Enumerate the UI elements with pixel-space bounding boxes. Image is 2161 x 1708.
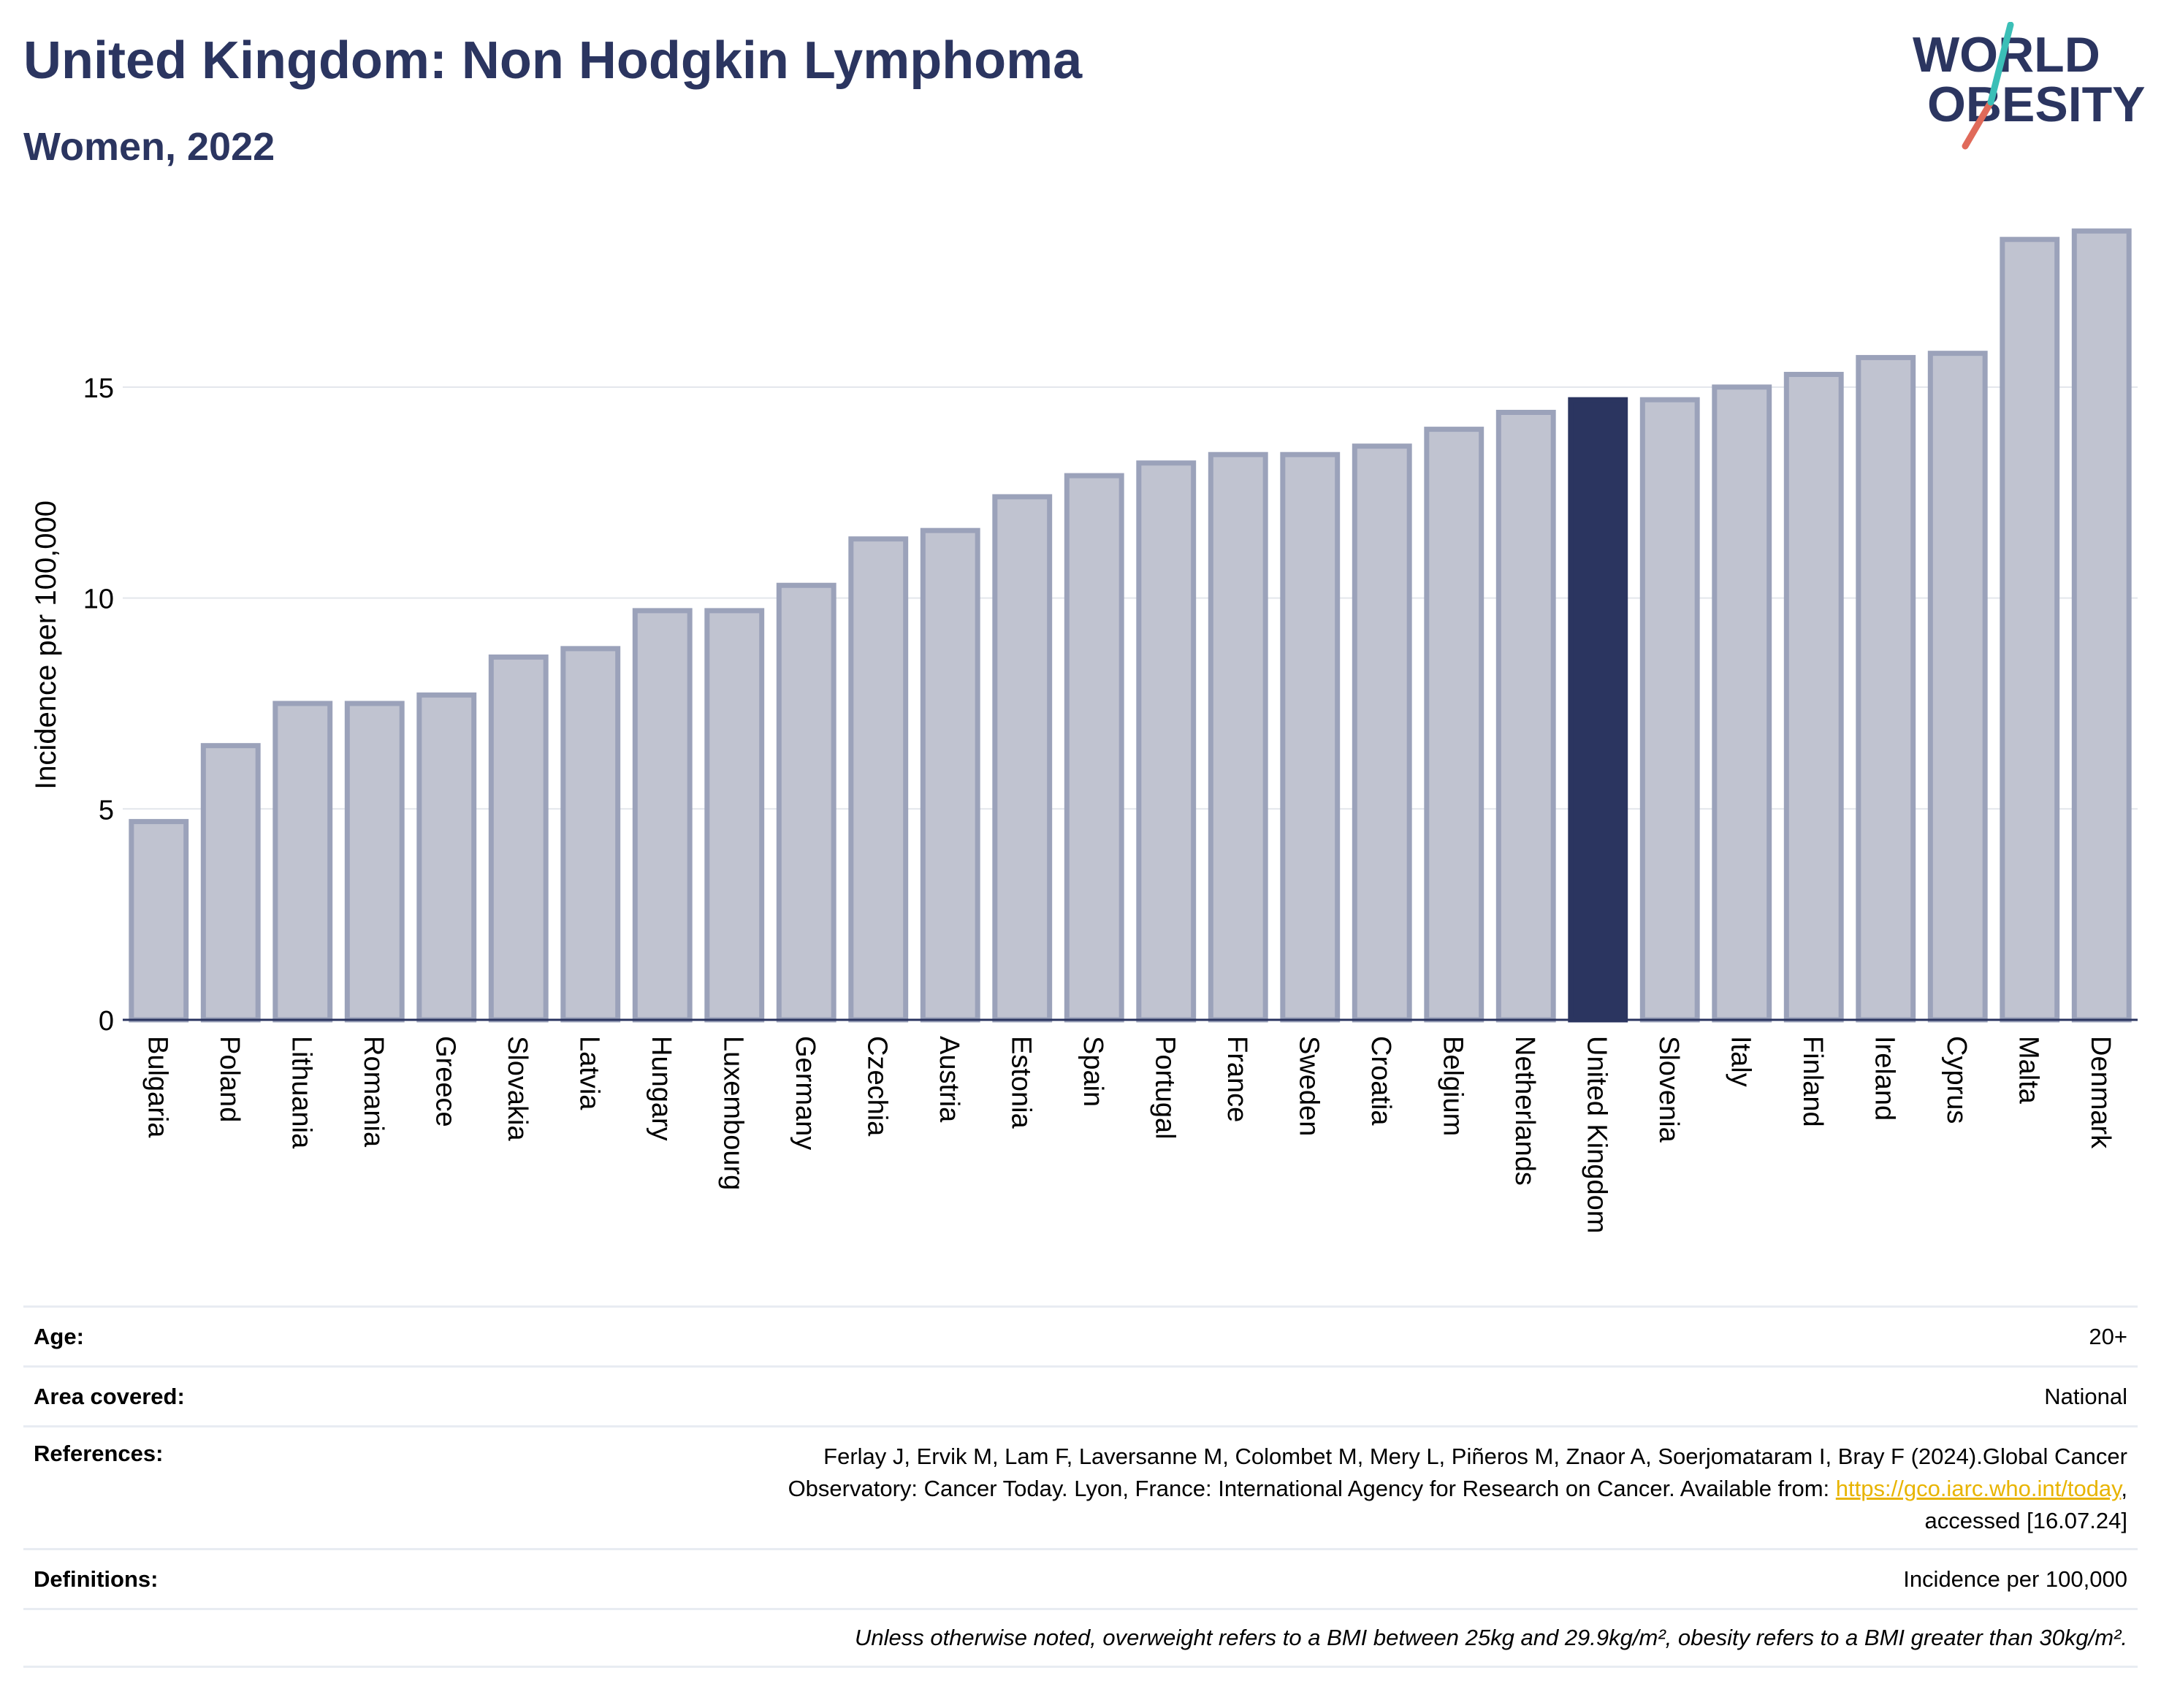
x-tick-label: Netherlands <box>1509 1036 1540 1186</box>
bar-slovenia <box>1639 397 1700 1023</box>
y-tick-label: 15 <box>83 373 114 404</box>
x-tick-label: Slovenia <box>1653 1036 1684 1143</box>
x-tick-label: Slovakia <box>502 1036 533 1141</box>
bar-malta <box>2000 237 2060 1023</box>
x-axis-ticks: Bulgaria Poland Lithuania Romania Greece Slov… <box>142 1036 2116 1233</box>
bar-lithuania <box>272 701 333 1023</box>
bar-hungary <box>632 608 693 1023</box>
references-line2-end: , <box>2121 1476 2127 1501</box>
logo-line2: OBESITY <box>1927 77 2146 132</box>
x-tick-label: Lithuania <box>286 1036 316 1149</box>
area-label: Area covered: <box>34 1383 185 1409</box>
page-subtitle: Women, 2022 <box>23 125 275 169</box>
info-row-definitions: Definitions: Incidence per 100,000 <box>23 1548 2138 1608</box>
x-tick-label: Germany <box>790 1036 820 1150</box>
bar-greece <box>416 692 477 1023</box>
references-line1: Ferlay J, Ervik M, Lam F, Laversanne M, … <box>823 1444 2127 1469</box>
bar-austria <box>920 527 980 1023</box>
bar-latvia <box>560 646 621 1023</box>
age-label: Age: <box>34 1323 84 1349</box>
y-axis-ticks: 0 5 10 15 <box>83 373 114 1037</box>
logo-slash-teal <box>1987 22 2014 106</box>
age-value: 20+ <box>2089 1323 2127 1349</box>
x-tick-label: Ireland <box>1869 1036 1899 1121</box>
bar-portugal <box>1136 460 1197 1023</box>
x-tick-label: Sweden <box>1293 1036 1324 1136</box>
info-row-age: Age: 20+ <box>23 1305 2138 1365</box>
y-tick-label: 0 <box>99 1006 114 1037</box>
bar-france <box>1208 451 1268 1023</box>
bar-belgium <box>1424 427 1485 1023</box>
y-axis-label: Incidence per 100,000 <box>30 500 62 790</box>
y-tick-label: 5 <box>99 795 114 826</box>
info-row-area: Area covered: National <box>23 1365 2138 1425</box>
bar-spain <box>1064 473 1124 1023</box>
bar-cyprus <box>1927 351 1988 1023</box>
references-line2: Observatory: Cancer Today. Lyon, France:… <box>788 1476 1836 1501</box>
bar-romania <box>344 701 405 1023</box>
bar-bulgaria <box>129 819 189 1023</box>
bar-chart: 0 5 10 15 Bulgaria Poland Lithuania Romania Gre… <box>30 228 2138 1233</box>
x-tick-label: Portugal <box>1149 1036 1180 1140</box>
x-tick-label: Czechia <box>861 1036 892 1137</box>
x-tick-label: Greece <box>430 1036 460 1127</box>
bar-slovakia <box>488 654 549 1023</box>
info-row-note: Unless otherwise noted, overweight refer… <box>23 1608 2138 1668</box>
info-row-references: References: Ferlay J, Ervik M, Lam F, La… <box>23 1425 2138 1548</box>
area-value: National <box>2044 1383 2127 1409</box>
info-table: Age: 20+ Area covered: National Referenc… <box>23 1305 2138 1668</box>
x-tick-label: Luxembourg <box>717 1036 748 1190</box>
x-tick-label: Malta <box>2013 1036 2043 1105</box>
definitions-value: Incidence per 100,000 <box>1903 1566 2127 1592</box>
y-tick-label: 10 <box>83 584 114 615</box>
bar-united-kingdom <box>1568 397 1628 1023</box>
x-tick-label: Austria <box>934 1036 964 1123</box>
x-tick-label: Italy <box>1725 1036 1756 1087</box>
x-tick-label: Poland <box>214 1036 245 1122</box>
x-tick-label: Denmark <box>2085 1036 2116 1149</box>
references-value: Ferlay J, Ervik M, Lam F, Laversanne M, … <box>788 1441 2127 1537</box>
page-title: United Kingdom: Non Hodgkin Lymphoma <box>23 31 1083 90</box>
bar-italy <box>1712 384 1772 1023</box>
bar-denmark <box>2071 228 2132 1023</box>
bar-poland <box>200 743 261 1023</box>
bar-croatia <box>1352 443 1412 1023</box>
x-tick-label: Croatia <box>1365 1036 1396 1126</box>
x-tick-label: Romania <box>358 1036 389 1148</box>
definitions-label: Definitions: <box>34 1566 159 1592</box>
bar-germany <box>776 582 836 1023</box>
bars <box>129 228 2132 1023</box>
references-line3: accessed [16.07.24] <box>1924 1508 2127 1533</box>
x-tick-label: Spain <box>1078 1036 1108 1107</box>
references-link[interactable]: https://gco.iarc.who.int/today <box>1835 1476 2122 1501</box>
bar-luxembourg <box>704 608 765 1023</box>
bar-netherlands <box>1495 409 1556 1023</box>
x-tick-label: Bulgaria <box>142 1036 172 1138</box>
bar-sweden <box>1280 451 1341 1023</box>
logo-slash-red <box>1962 99 1994 150</box>
x-tick-label: France <box>1221 1036 1252 1122</box>
x-tick-label: Estonia <box>1005 1036 1036 1129</box>
bar-czechia <box>848 536 909 1023</box>
x-tick-label: United Kingdom <box>1581 1036 1612 1233</box>
world-obesity-logo: WORLD OBESITY <box>1913 22 2146 150</box>
x-tick-label: Finland <box>1797 1036 1828 1127</box>
obesity-definition-note: Unless otherwise noted, overweight refer… <box>854 1625 2127 1650</box>
x-tick-label: Cyprus <box>1941 1036 1972 1124</box>
x-tick-label: Hungary <box>646 1036 676 1141</box>
x-tick-label: Belgium <box>1437 1036 1468 1136</box>
bar-estonia <box>992 494 1053 1023</box>
x-tick-label: Latvia <box>573 1036 604 1110</box>
references-label: References: <box>34 1441 164 1466</box>
bar-finland <box>1783 372 1844 1023</box>
bar-ireland <box>1856 354 1916 1023</box>
